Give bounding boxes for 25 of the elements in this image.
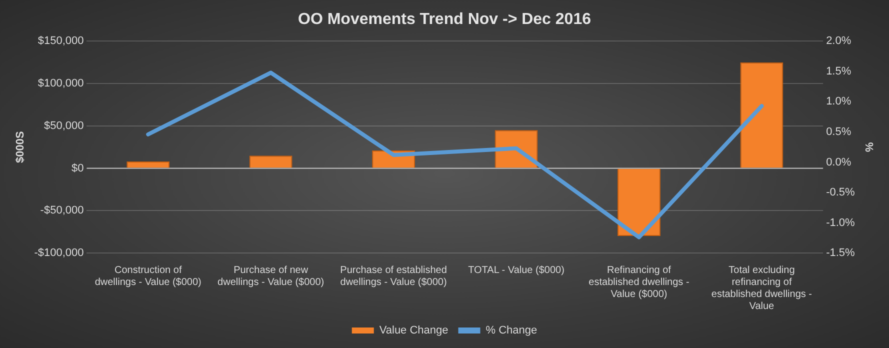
y-tick-label: $100,000	[38, 78, 84, 90]
x-tick-label: Purchase of established dwellings - Value ($000)	[340, 264, 447, 288]
y2-tick-label: -0.5%	[826, 186, 856, 199]
y2-tick-label: 1.0%	[826, 96, 852, 108]
y2-tick-label: 2.0%	[826, 35, 852, 48]
y2-tick-label: -1.5%	[826, 247, 856, 260]
legend-label: % Change	[486, 324, 538, 337]
y2-tick-label: -1.0%	[826, 216, 856, 229]
y-axis-title: $000S	[14, 131, 27, 164]
y2-tick-label: 0.0%	[826, 156, 852, 168]
x-tick-label: Construction of dwellings - Value ($000)	[94, 264, 202, 288]
y-tick-label: $50,000	[44, 120, 84, 132]
y-tick-label: $150,000	[38, 35, 84, 48]
y-tick-label: $0	[71, 162, 84, 174]
y2-tick-label: 0.5%	[826, 126, 852, 138]
legend-label: Value Change	[379, 324, 448, 337]
y2-tick-label: 1.5%	[826, 65, 852, 78]
x-tick-label: Refinancing of established dwellings - Value ($000)	[588, 264, 690, 300]
y-tick-label: -$50,000	[40, 204, 84, 217]
x-tick-label: Purchase of new dwellings - Value ($000)	[218, 264, 324, 288]
chart-title: OO Movements Trend Nov -> Dec 2016	[298, 11, 592, 28]
y2-axis-title: %	[862, 142, 874, 152]
y-tick-label: -$100,000	[34, 247, 84, 260]
x-tick-label: TOTAL - Value ($000)	[468, 264, 564, 276]
x-tick-label: Total excluding refinancing of established dwellings - Value	[711, 264, 812, 312]
